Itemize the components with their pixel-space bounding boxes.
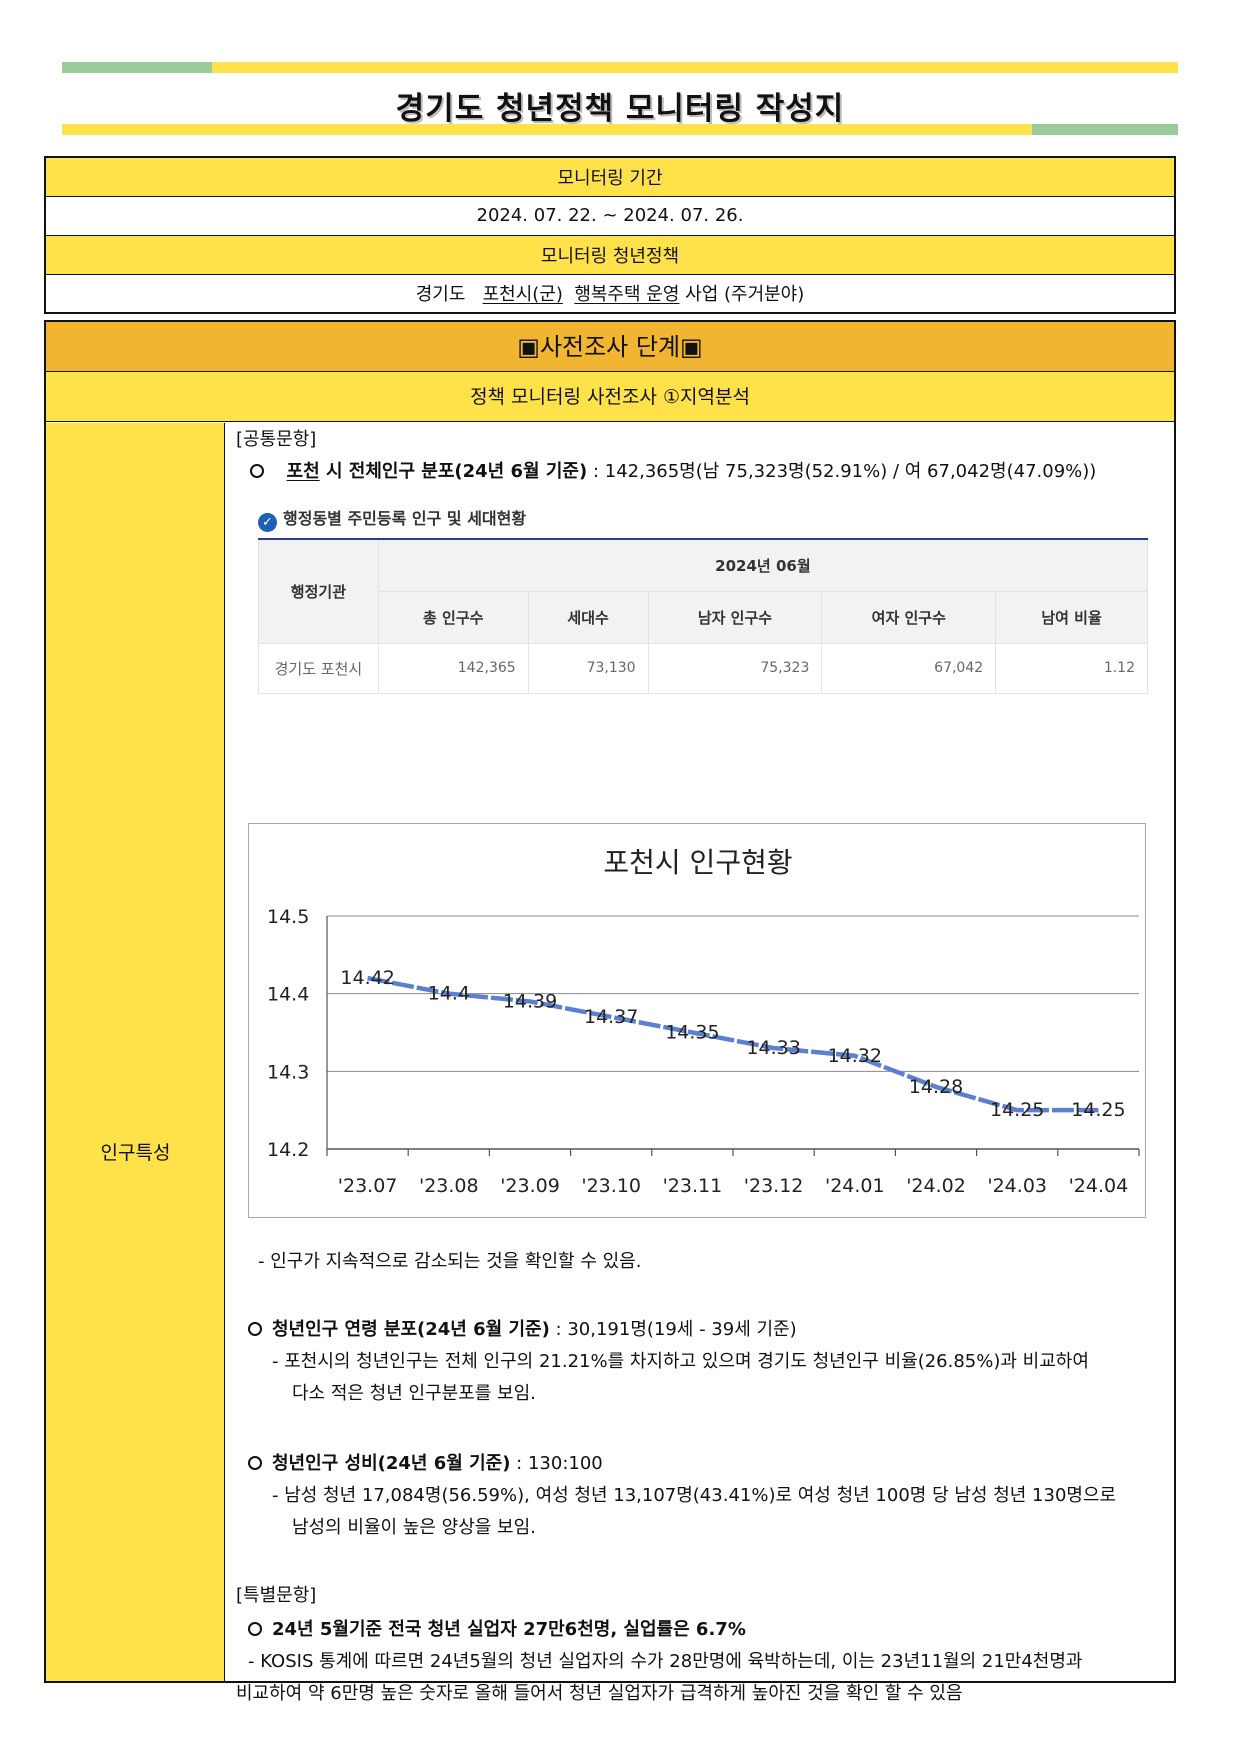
data-label: 14.39 (503, 990, 557, 1012)
policy-city-suffix: 시(군) (515, 284, 563, 306)
population-table-title: ✓ 행정동별 주민등록 인구 및 세대현황 (258, 505, 526, 532)
x-tick-label: '24.02 (906, 1175, 966, 1197)
bullet-circle-icon (250, 464, 264, 478)
cell-male: 75,323 (647, 642, 823, 694)
y-tick-label: 14.4 (267, 984, 309, 1006)
youth-desc-2: 다소 적은 청년 인구분포를 보임. (292, 1383, 536, 1404)
sex-ratio-desc-1: - 남성 청년 17,084명(56.59%), 여성 청년 13,107명(4… (272, 1485, 1117, 1506)
page-title: 경기도 청년정책 모니터링 작성지 (395, 91, 845, 127)
cell-households: 73,130 (527, 642, 649, 694)
x-tick-label: '23.10 (581, 1175, 641, 1197)
special-item-label: 24년 5월기준 전국 청년 실업자 27만6천명, 실업률은 6.7% (272, 1619, 746, 1640)
policy-prefix: 경기도 (415, 284, 466, 306)
sex-ratio-desc-2: 남성의 비율이 높은 양상을 보임. (292, 1517, 536, 1538)
x-tick-label: '23.11 (663, 1175, 723, 1197)
y-tick-label: 14.5 (267, 906, 309, 928)
x-tick-label: '23.09 (500, 1175, 560, 1197)
series-line (367, 975, 1099, 1113)
col-header: 여자 인구수 (821, 590, 997, 644)
data-label: 14.42 (340, 967, 394, 989)
period-value: 2024. 07. 22. ~ 2024. 07. 26. (44, 195, 1176, 236)
sex-ratio-value: : 130:100 (516, 1453, 603, 1474)
special-item: 24년 5월기준 전국 청년 실업자 27만6천명, 실업률은 6.7% (248, 1615, 746, 1641)
bullet-circle-icon (248, 1322, 262, 1336)
population-table: 행정기관 2024년 06월 총 인구수 세대수 남자 인구수 여자 인구수 남… (258, 538, 1149, 694)
data-label: 14.33 (746, 1037, 800, 1059)
col-header: 총 인구수 (377, 590, 529, 644)
col-header: 남여 비율 (995, 590, 1148, 644)
common-city: 포천 (286, 461, 320, 482)
population-chart: 포천시 인구현황 14.5 14.4 14.3 14.2 14.42 14.4 14.39 14… (248, 823, 1146, 1218)
youth-item: 청년인구 연령 분포(24년 6월 기준) : 30,191명(19세 - 39… (248, 1315, 797, 1341)
x-tick-label: '23.12 (744, 1175, 804, 1197)
col-header: 세대수 (527, 590, 649, 644)
row-label: 경기도 포천시 (258, 642, 379, 694)
header-bar-yellow-top (212, 62, 1178, 73)
header-bar-green-top (62, 62, 212, 73)
stage-title: ▣사전조사 단계▣ (46, 322, 1174, 372)
agency-header: 행정기관 (258, 538, 379, 644)
table-row: 경기도 포천시 142,365 73,130 75,323 67,042 1.1… (258, 642, 1148, 694)
common-heading: [공통문항] (236, 429, 317, 450)
bullet-circle-icon (248, 1456, 262, 1470)
cell-ratio: 1.12 (995, 642, 1148, 694)
policy-value: 경기도 포천시(군) 행복주택 운영 사업 (주거분야) (44, 273, 1176, 314)
header-bar-yellow-bottom (62, 124, 1032, 135)
youth-value: : 30,191명(19세 - 39세 기준) (555, 1319, 797, 1340)
x-tick-label: '24.04 (1069, 1175, 1129, 1197)
policy-city: 포천 (482, 284, 516, 306)
period-label: 모니터링 기간 (44, 156, 1176, 197)
col-header: 남자 인구수 (647, 590, 823, 644)
common-item-1-value: : 142,365명(남 75,323명(52.91%) / 여 67,042명… (592, 461, 1097, 482)
sex-ratio-item: 청년인구 성비(24년 6월 기준) : 130:100 (248, 1449, 603, 1475)
data-label: 14.37 (584, 1006, 638, 1028)
special-desc-2: 비교하여 약 6만명 높은 숫자로 올해 들어서 청년 실업자가 급격하게 높아… (236, 1683, 963, 1704)
data-label: 14.28 (909, 1076, 963, 1098)
population-chart-svg: 포천시 인구현황 14.5 14.4 14.3 14.2 14.42 14.4 14.39 14… (267, 846, 1140, 1197)
header-bar-green-bottom (1032, 124, 1178, 135)
pre-survey-section: ▣사전조사 단계▣ 정책 모니터링 사전조사 ①지역분석 인구특성 [공통문항]… (44, 320, 1176, 1704)
check-circle-icon: ✓ (258, 513, 277, 532)
x-tick-label: '23.07 (338, 1175, 398, 1197)
period-header: 2024년 06월 (377, 538, 1149, 592)
common-item-1-label: 시 전체인구 분포(24년 6월 기준) (325, 461, 588, 482)
cell-female: 67,042 (821, 642, 997, 694)
monitoring-info-table: 모니터링 기간 2024. 07. 22. ~ 2024. 07. 26. 모니… (44, 156, 1176, 314)
sex-ratio-label: 청년인구 성비(24년 6월 기준) (272, 1453, 511, 1474)
chart-note: - 인구가 지속적으로 감소되는 것을 확인할 수 있음. (258, 1251, 642, 1272)
x-tick-label: '24.03 (987, 1175, 1047, 1197)
data-label: 14.32 (828, 1045, 882, 1067)
content-area: [공통문항] 포천 시 전체인구 분포(24년 6월 기준) : 142,365… (236, 425, 1162, 1704)
data-label: 14.35 (665, 1022, 719, 1044)
chart-title: 포천시 인구현황 (603, 846, 792, 879)
y-tick-label: 14.2 (267, 1139, 309, 1161)
youth-label: 청년인구 연령 분포(24년 6월 기준) (272, 1319, 550, 1340)
x-tick-label: '24.01 (825, 1175, 885, 1197)
special-heading: [특별문항] (236, 1585, 317, 1606)
policy-name: 행복주택 운영 (574, 284, 680, 306)
bullet-circle-icon (248, 1622, 262, 1636)
policy-label: 모니터링 청년정책 (44, 234, 1176, 275)
y-tick-label: 14.3 (267, 1061, 309, 1083)
cell-total: 142,365 (377, 642, 529, 694)
left-column: 인구특성 (46, 423, 225, 1681)
data-label: 14.4 (428, 983, 470, 1005)
common-item-1: 포천 시 전체인구 분포(24년 6월 기준) : 142,365명(남 75,… (250, 457, 1096, 483)
policy-suffix: 사업 (주거분야) (685, 284, 805, 306)
youth-desc-1: - 포천시의 청년인구는 전체 인구의 21.21%를 차지하고 있으며 경기도… (272, 1351, 1089, 1372)
data-label: 14.25 (1071, 1099, 1125, 1121)
stage-subtitle: 정책 모니터링 사전조사 ①지역분석 (46, 372, 1174, 422)
special-desc-1: - KOSIS 통계에 따르면 24년5월의 청년 실업자의 수가 28만명에 … (248, 1651, 1083, 1672)
x-tick-label: '23.08 (419, 1175, 479, 1197)
data-label: 14.25 (990, 1099, 1044, 1121)
population-characteristics-label: 인구특성 (100, 1142, 171, 1164)
